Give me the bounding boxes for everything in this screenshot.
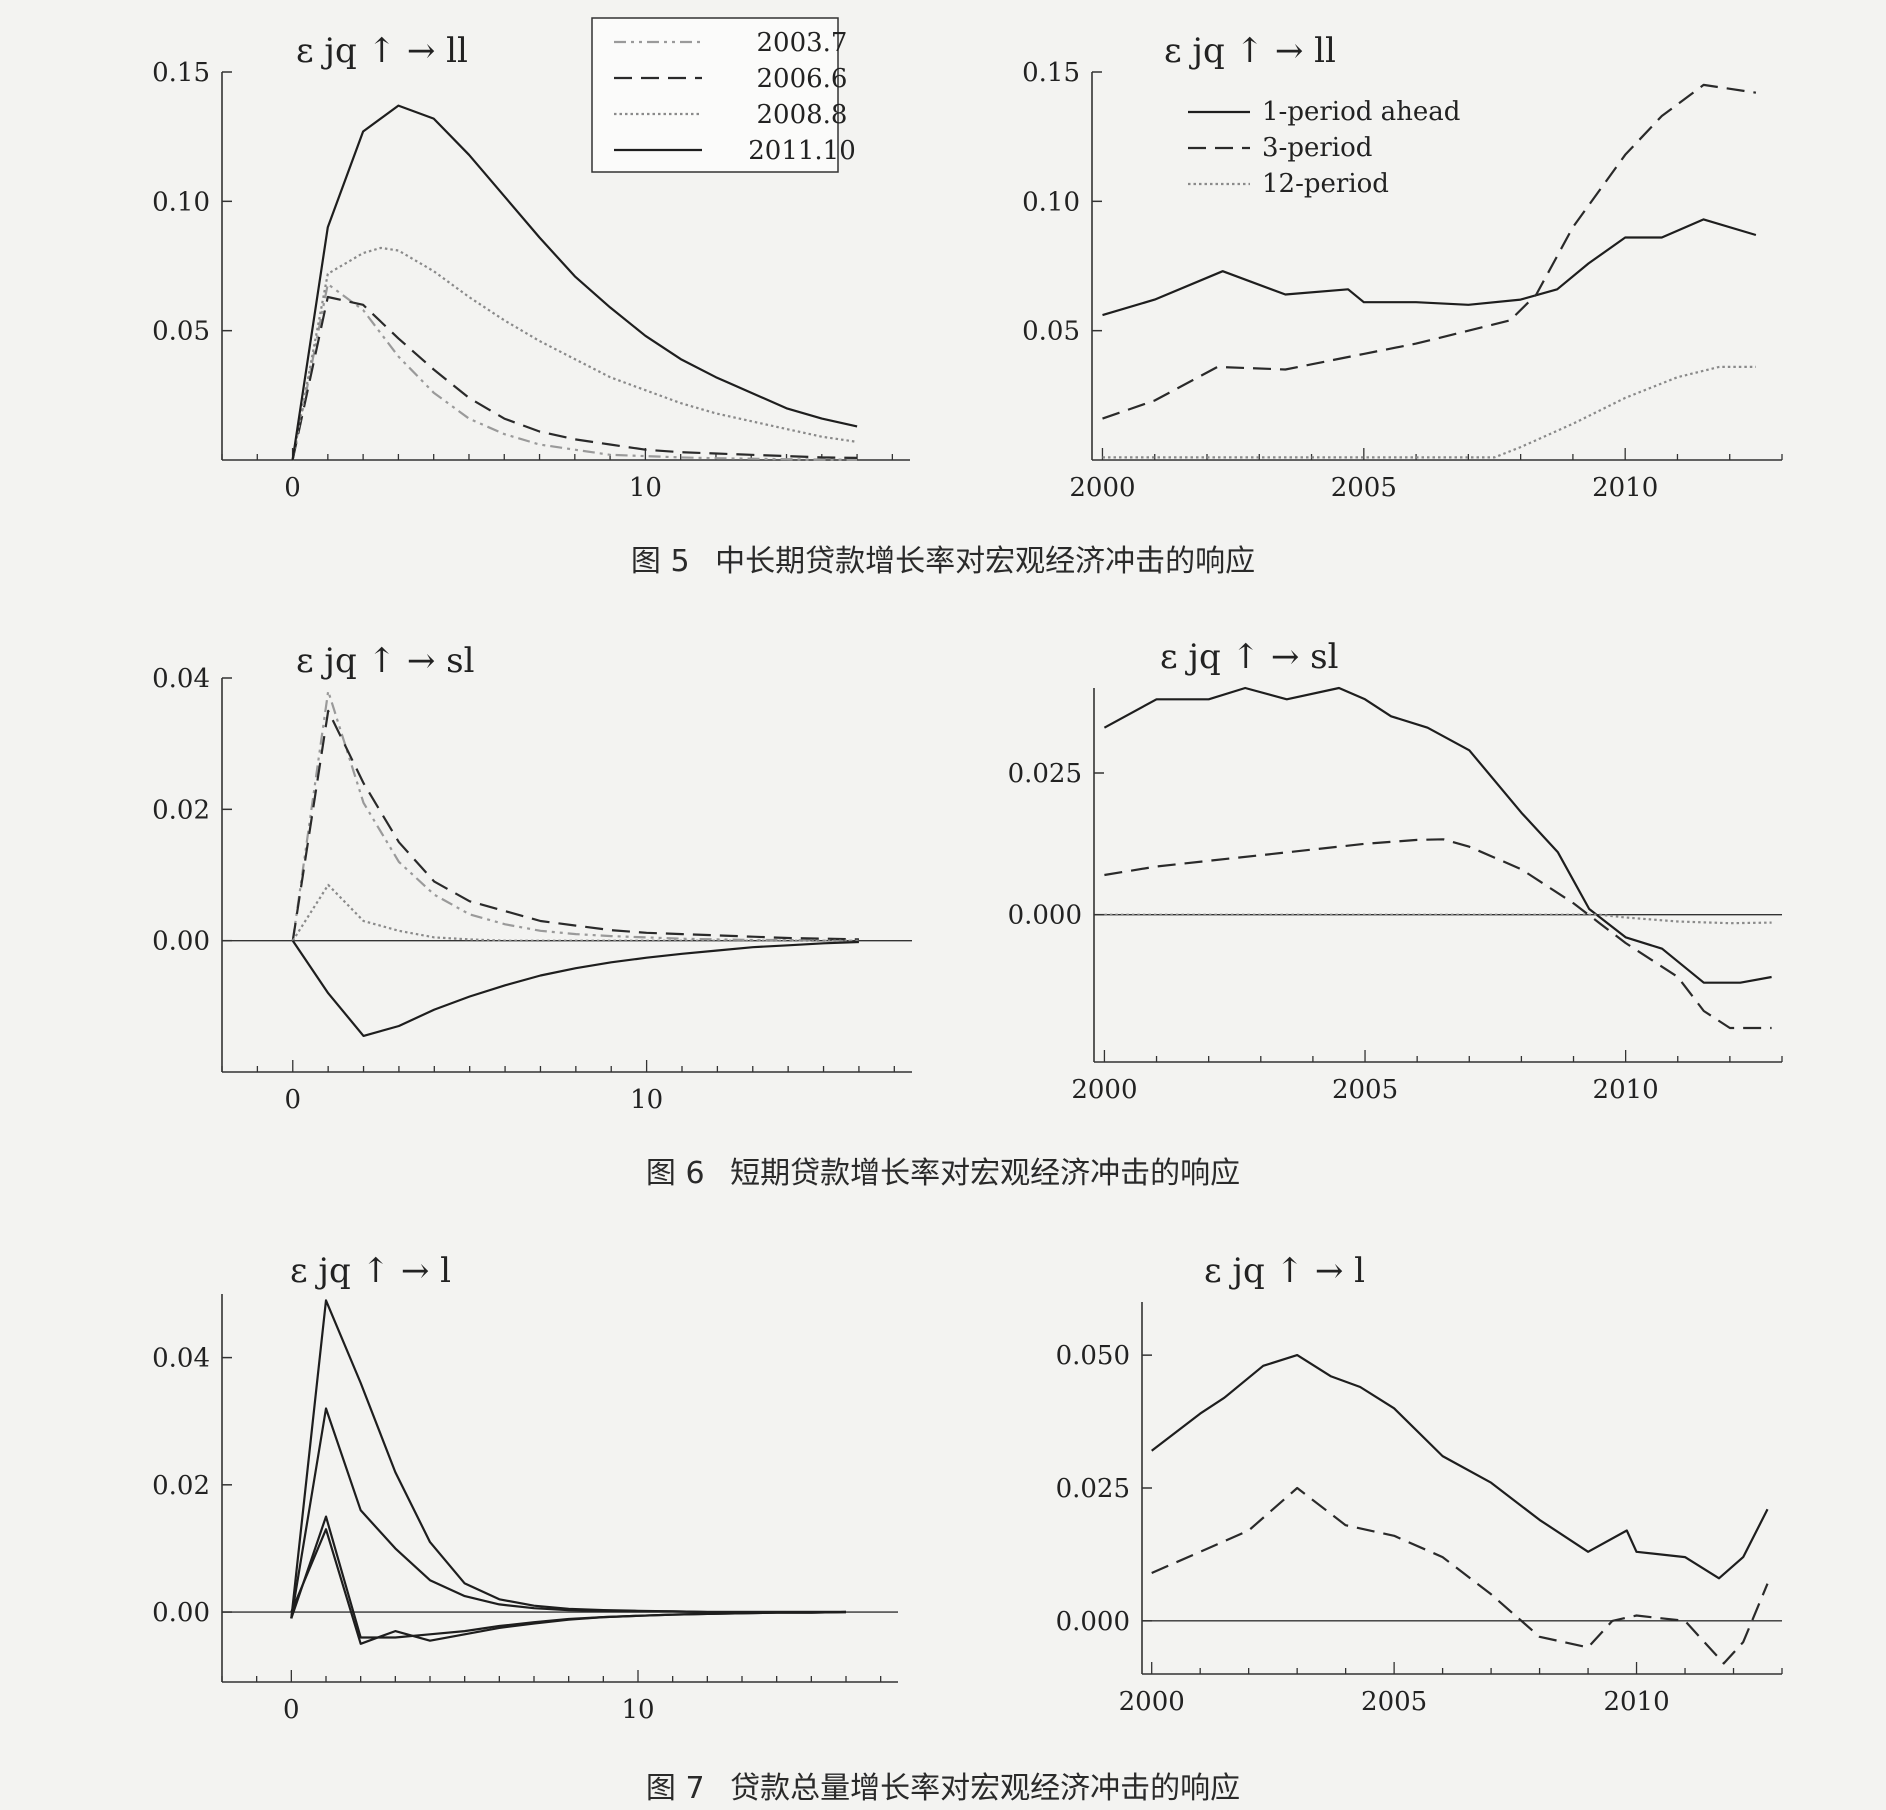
- y-tick-label: 0.02: [152, 795, 210, 825]
- chart-title: ε jq ↑ → ll: [1164, 31, 1336, 71]
- y-tick-label: 0.050: [1056, 1341, 1130, 1371]
- x-tick-label: 0: [283, 1695, 300, 1725]
- legend-label: 2003.7: [757, 28, 848, 58]
- figure-5-number: 图 5: [630, 544, 690, 579]
- figure-6-title: 短期贷款增长率对宏观经济冲击的响应: [730, 1156, 1241, 1191]
- y-tick-label: 0.025: [1008, 759, 1082, 789]
- chart-title: ε jq ↑ → l: [1204, 1251, 1365, 1291]
- y-tick-label: 0.15: [1022, 58, 1080, 88]
- chart-title: ε jq ↑ → ll: [296, 31, 468, 71]
- chart-title: ε jq ↑ → sl: [296, 641, 474, 681]
- x-tick-label: 2000: [1069, 473, 1135, 503]
- x-tick-label: 10: [629, 473, 662, 503]
- series-line-2008-8: [291, 883, 859, 942]
- x-tick-label: 0: [284, 473, 301, 503]
- series-line-2011-10: [291, 104, 858, 461]
- series-line-12-period: [1102, 365, 1756, 459]
- series-line-1-period-ahead: [1103, 686, 1772, 984]
- x-tick-label: 2005: [1361, 1687, 1427, 1717]
- x-tick-label: 2000: [1119, 1687, 1185, 1717]
- series-line-2006-6: [291, 709, 859, 941]
- chart-title: ε jq ↑ → l: [290, 1251, 451, 1291]
- legend-label: 2006.6: [757, 64, 848, 94]
- series-line-2011-10: [291, 940, 859, 1038]
- y-tick-label: 0.00: [152, 1598, 210, 1628]
- chart-panel-7a: 0.00 0.02 0.04 0 10 ε jq ↑ → l: [152, 1251, 898, 1725]
- series-line-3-period: [1102, 83, 1757, 420]
- series-line-2011-10: [290, 1299, 846, 1619]
- legend-label: 3-period: [1262, 133, 1372, 163]
- series-line-1-period-ahead: [1151, 1353, 1769, 1580]
- series-line-3-period: [1104, 838, 1772, 1030]
- y-tick-label: 0.00: [152, 927, 210, 957]
- x-tick-label: 10: [630, 1085, 663, 1115]
- series-line-2003-7: [290, 1528, 847, 1645]
- figure-6-number: 图 6: [645, 1156, 705, 1191]
- series-line-12-period: [1104, 913, 1772, 925]
- legend-label: 12-period: [1262, 169, 1389, 199]
- chart-panel-6b: 0.000 0.025 2000 2005 2010 ε jq ↑ → sl: [1008, 637, 1783, 1105]
- figure-7-number: 图 7: [645, 1771, 705, 1806]
- y-tick-label: 0.04: [152, 1344, 210, 1374]
- x-tick-label: 2005: [1331, 473, 1397, 503]
- y-tick-label: 0.04: [152, 664, 210, 694]
- series-line-2008-8: [291, 246, 858, 461]
- y-tick-label: 0.15: [152, 58, 210, 88]
- series-line-1-period-ahead: [1102, 218, 1757, 317]
- figure-5-title: 中长期贷款增长率对宏观经济冲击的响应: [715, 544, 1256, 579]
- series-line-3-period: [1151, 1486, 1769, 1665]
- x-tick-label: 2005: [1332, 1075, 1398, 1105]
- legend-label: 1-period ahead: [1262, 97, 1460, 127]
- y-tick-label: 0.02: [152, 1471, 210, 1501]
- chart-panel-5a: 0.05 0.10 0.15 0 10 ε jq ↑ → ll 2003.7 2006.6 20…: [152, 17, 910, 503]
- y-tick-label: 0.05: [1022, 317, 1080, 347]
- series-line-2006-6: [290, 1515, 847, 1639]
- series-line-2003-7: [291, 283, 858, 461]
- y-tick-label: 0.000: [1008, 901, 1082, 931]
- y-tick-label: 0.10: [1022, 187, 1080, 217]
- figure-5-caption: 图 5 中长期贷款增长率对宏观经济冲击的响应: [0, 536, 1886, 580]
- series-line-2006-6: [291, 295, 858, 461]
- series-line-2008-8: [290, 1407, 846, 1619]
- y-tick-label: 0.025: [1056, 1474, 1130, 1504]
- series-line-2003-7: [291, 689, 859, 942]
- figure-7-caption: 图 7 贷款总量增长率对宏观经济冲击的响应: [0, 1763, 1886, 1807]
- y-tick-label: 0.10: [152, 187, 210, 217]
- x-tick-label: 10: [621, 1695, 654, 1725]
- chart-panel-6a: 0.00 0.02 0.04 0 10 ε jq ↑ → sl: [152, 641, 912, 1115]
- chart-panel-7b: 0.000 0.025 0.050 2000 2005 2010 ε jq ↑ → l: [1056, 1251, 1783, 1717]
- chart-title: ε jq ↑ → sl: [1160, 637, 1338, 677]
- legend-label: 2011.10: [748, 136, 856, 166]
- x-tick-label: 2000: [1071, 1075, 1137, 1105]
- y-tick-label: 0.05: [152, 317, 210, 347]
- y-tick-label: 0.000: [1056, 1607, 1130, 1637]
- chart-panel-5b: 0.05 0.10 0.15 2000 2005 2010 ε jq ↑ → ll 1-per…: [1022, 31, 1783, 503]
- x-tick-label: 2010: [1593, 1075, 1659, 1105]
- x-tick-label: 2010: [1603, 1687, 1669, 1717]
- figure-6-caption: 图 6 短期贷款增长率对宏观经济冲击的响应: [0, 1148, 1886, 1192]
- figure-7-title: 贷款总量增长率对宏观经济冲击的响应: [730, 1771, 1241, 1806]
- legend-label: 2008.8: [757, 100, 848, 130]
- x-tick-label: 2010: [1592, 473, 1658, 503]
- x-tick-label: 0: [284, 1085, 301, 1115]
- legend-box: [591, 17, 839, 173]
